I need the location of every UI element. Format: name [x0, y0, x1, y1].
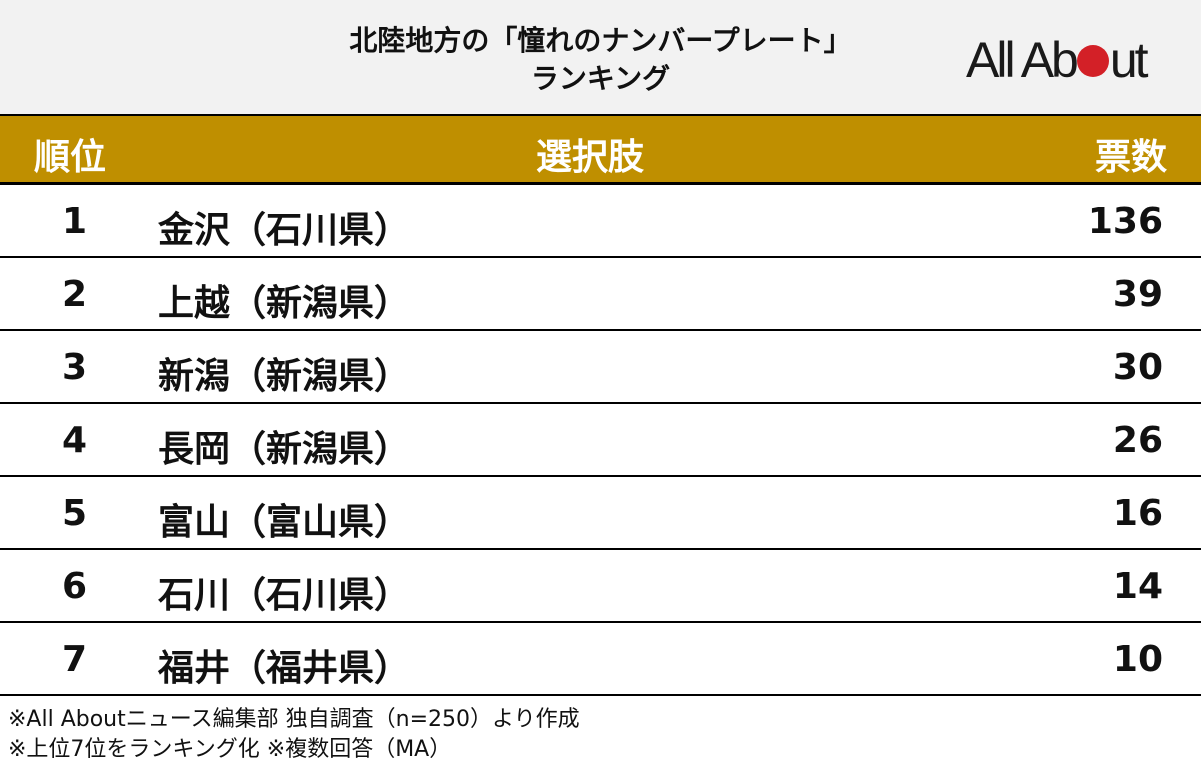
- table-header: 順位 選択肢 票数: [0, 114, 1201, 185]
- allabout-logo: All Ab ut: [966, 30, 1149, 90]
- table-row: 6 石川（石川県） 14: [0, 550, 1201, 623]
- table-row: 7 福井（福井県） 10: [0, 623, 1201, 696]
- column-header-option: 選択肢: [536, 137, 645, 178]
- rank-cell: 4: [62, 420, 88, 461]
- footer-notes: ※All Aboutニュース編集部 独自調査（n=250）より作成 ※上位7位を…: [8, 705, 580, 765]
- title-line-1: 北陸地方の「憧れのナンバープレート」: [349, 24, 852, 57]
- votes-cell: 136: [1087, 201, 1163, 242]
- option-cell: 金沢（石川県）: [158, 210, 411, 251]
- title-line-2: ランキング: [530, 62, 671, 95]
- table-row: 4 長岡（新潟県） 26: [0, 404, 1201, 477]
- rank-cell: 6: [62, 566, 88, 607]
- header: 北陸地方の「憧れのナンバープレート」 ランキング All Ab ut: [0, 0, 1201, 114]
- rank-cell: 7: [62, 639, 88, 680]
- rank-cell: 5: [62, 493, 88, 534]
- rank-cell: 1: [62, 201, 88, 242]
- footer-note-2: ※上位7位をランキング化 ※複数回答（MA）: [8, 737, 452, 762]
- logo-text-1: All Ab: [966, 32, 1079, 88]
- option-cell: 福井（福井県）: [158, 648, 411, 689]
- logo-text-2: ut: [1109, 32, 1149, 88]
- option-cell: 富山（富山県）: [158, 502, 411, 543]
- option-cell: 石川（石川県）: [158, 575, 411, 616]
- rank-cell: 3: [62, 347, 88, 388]
- table-row: 2 上越（新潟県） 39: [0, 258, 1201, 331]
- page-title: 北陸地方の「憧れのナンバープレート」 ランキング: [0, 22, 1201, 98]
- votes-cell: 39: [1112, 274, 1163, 315]
- votes-cell: 16: [1112, 493, 1163, 534]
- table-row: 1 金沢（石川県） 136: [0, 185, 1201, 258]
- column-header-votes: 票数: [1094, 137, 1167, 178]
- votes-cell: 14: [1112, 566, 1163, 607]
- option-cell: 新潟（新潟県）: [158, 356, 411, 397]
- option-cell: 上越（新潟県）: [158, 283, 411, 324]
- votes-cell: 30: [1112, 347, 1163, 388]
- column-header-rank: 順位: [34, 137, 107, 178]
- logo-dot-icon: [1076, 44, 1109, 77]
- votes-cell: 10: [1112, 639, 1163, 680]
- option-cell: 長岡（新潟県）: [158, 429, 411, 470]
- votes-cell: 26: [1112, 420, 1163, 461]
- table-row: 5 富山（富山県） 16: [0, 477, 1201, 550]
- rank-cell: 2: [62, 274, 88, 315]
- table-row: 3 新潟（新潟県） 30: [0, 331, 1201, 404]
- footer-note-1: ※All Aboutニュース編集部 独自調査（n=250）より作成: [8, 707, 580, 732]
